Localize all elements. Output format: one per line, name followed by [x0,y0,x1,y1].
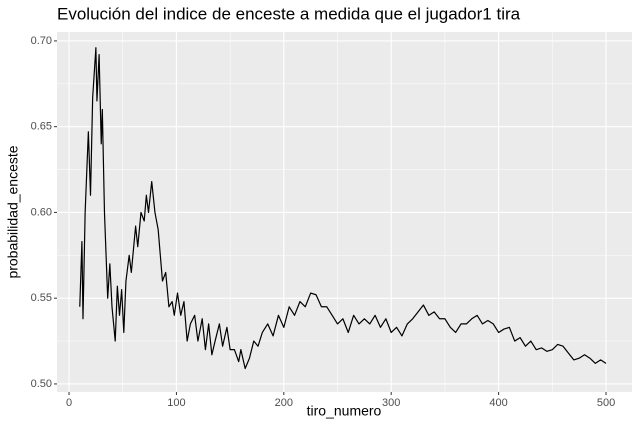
x-tick-label: 300 [382,397,400,409]
x-tick-label: 200 [275,397,293,409]
y-tick-label: 0.55 [31,292,52,304]
x-tick-label: 400 [489,397,507,409]
x-axis-label: tiro_numero [307,403,382,419]
y-tick-label: 0.70 [31,35,52,47]
y-tick-label: 0.50 [31,378,52,390]
y-tick-label: 0.65 [31,121,52,133]
line-series [79,47,607,370]
x-tick-label: 500 [597,397,615,409]
chart-title: Evolución del indice de enceste a medida… [57,4,521,23]
x-tick-label: 0 [66,397,72,409]
y-tick-label: 0.60 [31,206,52,218]
y-axis-label: probabilidad_enceste [5,145,21,278]
x-tick-label: 100 [167,397,185,409]
